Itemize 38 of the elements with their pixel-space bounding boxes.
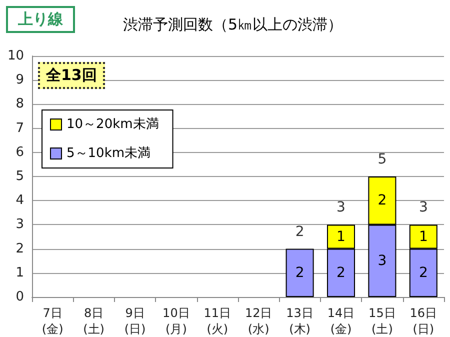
x-tick-label: 14日 (金) [327, 306, 355, 336]
data-label: 2 [378, 192, 387, 209]
y-tick-label: 8 [16, 96, 24, 112]
data-label: 2 [336, 264, 346, 281]
y-tick-label: 5 [16, 169, 24, 184]
x-tick-label: 16日 (日) [410, 306, 438, 336]
data-label: 3 [378, 252, 387, 269]
x-tick-label: 8日 (土) [83, 306, 104, 336]
x-tick-label: 15日 (土) [368, 306, 396, 336]
y-tick-label: 7 [16, 120, 24, 136]
total-label: 3 [418, 200, 428, 216]
x-tick-label: 12日 (水) [244, 306, 272, 336]
y-tick-label: 9 [16, 72, 24, 88]
data-label: 1 [336, 228, 346, 245]
x-tick-label: 10日 (月) [162, 306, 190, 336]
x-tick-label: 9日 (日) [124, 306, 146, 336]
x-tick-label: 11日 (火) [204, 306, 232, 336]
y-tick-label: 6 [16, 144, 24, 160]
data-label: 1 [418, 228, 428, 245]
y-tick-label: 10 [7, 48, 24, 64]
total-label: 5 [378, 152, 387, 168]
x-tick-label: 13日 (木) [286, 306, 314, 336]
y-tick-label: 0 [16, 290, 24, 304]
x-tick-label: 7日 (金) [42, 306, 64, 336]
data-label: 2 [295, 264, 304, 281]
y-tick-label: 2 [16, 241, 24, 256]
chart-title: 渋滞予測回数（5㎞以上の渋滞） [123, 16, 343, 34]
bar [286, 248, 314, 297]
data-label: 2 [418, 264, 428, 281]
total-label: 3 [336, 200, 346, 216]
legend-label: 10～20km未満 [66, 117, 159, 132]
y-tick-label: 4 [16, 193, 24, 208]
y-tick-label: 1 [16, 265, 24, 280]
y-tick-label: 3 [16, 217, 24, 232]
legend-label: 5～10km未満 [66, 146, 151, 161]
annotation: 全13回 [38, 62, 105, 89]
text: 上り線 [6, 6, 75, 33]
total-label: 2 [295, 224, 304, 240]
